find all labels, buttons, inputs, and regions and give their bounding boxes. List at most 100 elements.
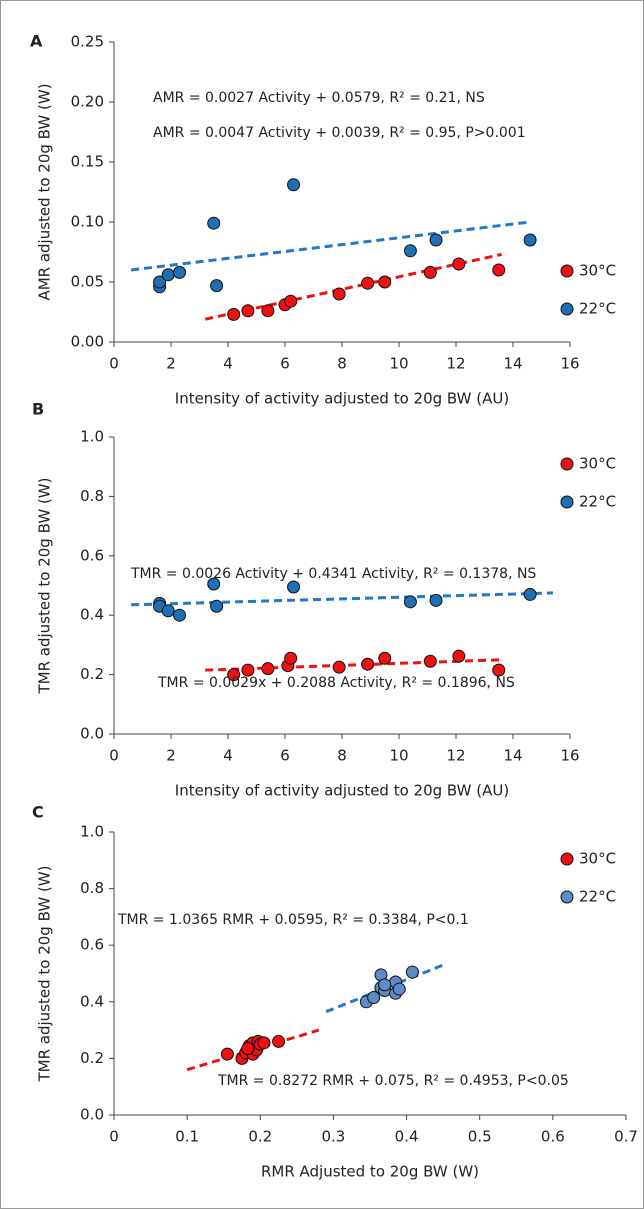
x-tick-label: 0.5	[468, 1128, 492, 1146]
point	[227, 668, 241, 682]
point	[367, 991, 381, 1005]
point	[210, 279, 224, 293]
point	[287, 580, 301, 594]
x-tick-label: 0	[109, 747, 119, 765]
legend-label: 30°C	[579, 262, 616, 280]
y-tick-label: 0.4	[80, 992, 104, 1010]
y-tick-label: 1.0	[80, 823, 104, 841]
x-tick-label: 0.7	[614, 1128, 638, 1146]
y-tick-label: 0.8	[80, 487, 104, 505]
point	[452, 649, 466, 663]
point	[378, 651, 392, 665]
point	[161, 604, 175, 618]
y-tick-label: 0.6	[80, 936, 104, 954]
point	[227, 307, 241, 321]
trendline	[204, 252, 502, 321]
legend-label: 30°C	[579, 455, 616, 473]
point	[220, 1047, 234, 1061]
x-tick-label: 0.1	[175, 1128, 199, 1146]
x-tick-label: 8	[337, 355, 347, 373]
x-tick-label: 16	[560, 747, 579, 765]
y-tick-label: 0.0	[80, 725, 104, 743]
point	[173, 265, 187, 279]
panel-label: A	[30, 32, 43, 51]
legend-marker	[560, 890, 574, 904]
point	[423, 654, 437, 668]
point	[210, 599, 224, 613]
x-tick-label: 14	[503, 747, 522, 765]
y-tick-label: 0.25	[71, 33, 104, 51]
equation: AMR = 0.0027 Activity + 0.0579, R² = 0.2…	[153, 90, 485, 106]
x-tick-label: 2	[166, 355, 176, 373]
x-tick-label: 6	[280, 355, 290, 373]
point	[378, 978, 392, 992]
y-tick-label: 0.4	[80, 606, 104, 624]
point	[405, 965, 419, 979]
x-tick-label: 12	[446, 355, 465, 373]
point	[241, 663, 255, 677]
x-axis-label: Intensity of activity adjusted to 20g BW…	[175, 390, 509, 408]
point	[161, 268, 175, 282]
x-axis-label: Intensity of activity adjusted to 20g BW…	[175, 782, 509, 800]
equation: AMR = 0.0047 Activity + 0.0039, R² = 0.9…	[153, 125, 526, 141]
x-tick-label: 14	[503, 355, 522, 373]
trendline	[325, 962, 448, 1014]
point	[257, 1036, 271, 1050]
x-tick-label: 12	[446, 747, 465, 765]
point	[287, 178, 301, 192]
point	[284, 651, 298, 665]
point	[284, 294, 298, 308]
legend-marker	[560, 495, 574, 509]
point	[403, 595, 417, 609]
x-tick-label: 8	[337, 747, 347, 765]
point	[378, 275, 392, 289]
y-tick-label: 0.00	[71, 333, 104, 351]
point	[261, 662, 275, 676]
y-tick-label: 0.2	[80, 1049, 104, 1067]
y-tick-label: 0.0	[80, 1106, 104, 1124]
y-tick-label: 0.15	[71, 153, 104, 171]
point	[492, 263, 506, 277]
point	[492, 663, 506, 677]
point	[173, 608, 187, 622]
point	[361, 657, 375, 671]
equation: TMR = 0.8272 RMR + 0.075, R² = 0.4953, P…	[217, 1073, 569, 1089]
x-axis-label: RMR Adjusted to 20g BW (W)	[261, 1163, 479, 1181]
legend-marker	[560, 852, 574, 866]
y-tick-label: 0.8	[80, 879, 104, 897]
point	[392, 982, 406, 996]
x-tick-label: 0.6	[541, 1128, 565, 1146]
x-tick-label: 10	[389, 355, 408, 373]
point	[332, 660, 346, 674]
point	[241, 304, 255, 318]
point	[153, 275, 167, 289]
y-tick-label: 1.0	[80, 428, 104, 446]
x-tick-label: 4	[223, 355, 233, 373]
x-tick-label: 2	[166, 747, 176, 765]
y-axis-label: TMR adjusted to 20g BW (W)	[36, 478, 54, 695]
legend-marker	[560, 302, 574, 316]
x-tick-label: 0.3	[321, 1128, 345, 1146]
x-tick-label: 0.2	[248, 1128, 272, 1146]
y-tick-label: 0.20	[71, 93, 104, 111]
x-tick-label: 16	[560, 355, 579, 373]
legend-label: 30°C	[579, 850, 616, 868]
equation: TMR = 0.0029x + 0.2088 Activity, R² = 0.…	[157, 675, 515, 691]
point	[361, 276, 375, 290]
trendline	[131, 591, 553, 607]
equation: TMR = 0.0026 Activity + 0.4341 Activity,…	[130, 566, 536, 582]
point	[523, 587, 537, 601]
y-tick-label: 0.05	[71, 273, 104, 291]
point	[332, 287, 346, 301]
y-axis-label: AMR adjusted to 20g BW (W)	[36, 83, 54, 300]
legend-marker	[560, 457, 574, 471]
legend-label: 22°C	[579, 493, 616, 511]
y-axis-label: TMR adjusted to 20g BW (W)	[36, 866, 54, 1083]
legend-label: 22°C	[579, 300, 616, 318]
point	[523, 233, 537, 247]
point	[429, 593, 443, 607]
point	[429, 233, 443, 247]
x-tick-label: 10	[389, 747, 408, 765]
x-tick-label: 0	[109, 1128, 119, 1146]
